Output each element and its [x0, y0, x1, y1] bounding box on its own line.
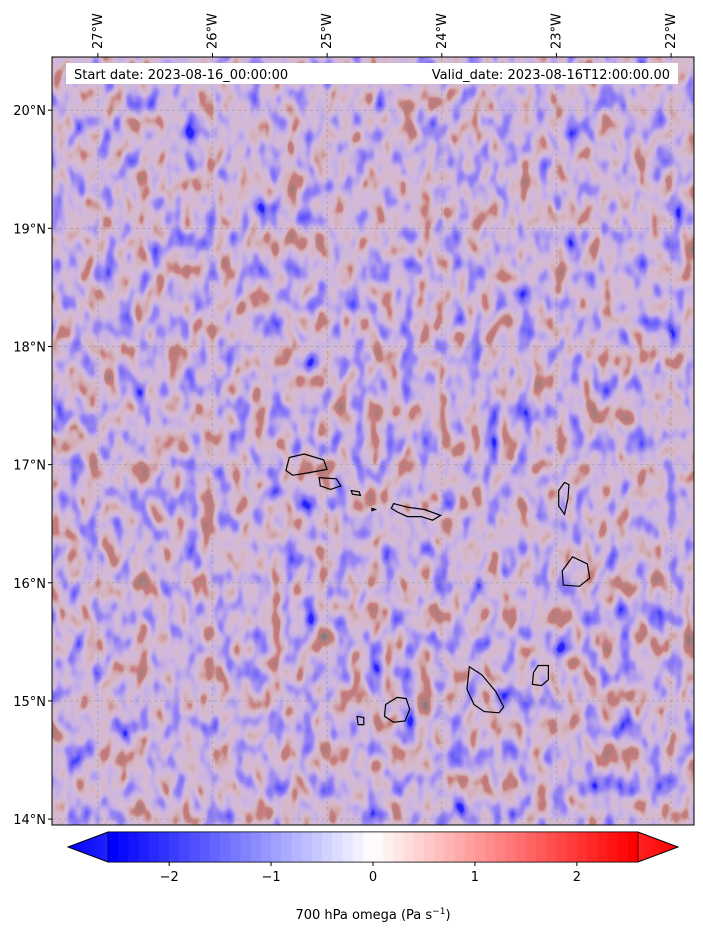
colorbar-step	[291, 832, 303, 862]
colorbar-step	[169, 832, 180, 862]
start-date-label: Start date: 2023-08-16_00:00:00	[74, 68, 288, 83]
colorbar-step	[403, 832, 415, 862]
colorbar-label: 700 hPa omega (Pa s−1)	[295, 907, 450, 923]
lon-tick-label: 23°W	[549, 13, 564, 49]
lon-tick-label: 27°W	[91, 13, 106, 49]
colorbar-step	[189, 832, 201, 862]
colorbar-step	[260, 832, 272, 862]
colorbar-step	[495, 832, 506, 862]
colorbar-step	[546, 832, 557, 862]
colorbar-step	[250, 832, 262, 862]
colorbar-tick-label: 0	[369, 870, 377, 885]
lon-tick-label: 26°W	[206, 13, 221, 49]
colorbar-step	[434, 832, 445, 862]
map-frame	[51, 56, 695, 826]
colorbar-step	[281, 832, 292, 862]
lat-tick-label: 18°N	[13, 340, 46, 355]
colorbar-step	[444, 832, 456, 862]
lat-tick-label: 20°N	[13, 104, 46, 119]
colorbar-step	[332, 832, 343, 862]
lon-tick-label: 22°W	[664, 13, 679, 49]
colorbar-step	[383, 832, 394, 862]
colorbar-step	[271, 832, 282, 862]
colorbar-step	[352, 832, 364, 862]
colorbar-step	[474, 832, 486, 862]
colorbar-step	[118, 832, 129, 862]
colorbar-tick-label: 1	[471, 870, 479, 885]
colorbar-step	[373, 832, 384, 862]
valid-date-label: Valid_date: 2023-08-16T12:00:00.00	[432, 68, 670, 83]
colorbar-step	[240, 832, 252, 862]
lat-tick-label: 15°N	[13, 695, 46, 710]
graticule	[52, 57, 694, 825]
colorbar-step	[485, 832, 496, 862]
colorbar: −2 −1 0 1 2 700 hPa omega (Pa s−1)	[66, 831, 680, 923]
colorbar-step	[322, 832, 333, 862]
colorbar-step	[576, 832, 588, 862]
map-area	[51, 56, 695, 826]
lon-tick-label: 25°W	[320, 13, 335, 49]
colorbar-step	[556, 832, 568, 862]
island-outline	[531, 664, 550, 687]
colorbar-step	[158, 832, 170, 862]
colorbar-tick-label: 2	[573, 870, 581, 885]
island-outline	[558, 481, 570, 516]
island-outline	[318, 476, 342, 491]
colorbar-steps	[107, 831, 639, 863]
lat-tick-label: 14°N	[13, 813, 46, 828]
colorbar-step	[311, 832, 323, 862]
colorbar-ticks: −2 −1 0 1 2	[160, 862, 581, 885]
island-outline	[285, 453, 328, 476]
lat-tick-label: 19°N	[13, 222, 46, 237]
colorbar-step	[362, 832, 374, 862]
colorbar-step	[525, 832, 537, 862]
colorbar-step	[597, 832, 608, 862]
longitude-axis: 27°W 26°W 25°W 24°W 23°W 22°W	[91, 13, 679, 57]
colorbar-step	[199, 832, 211, 862]
island-outline	[383, 696, 411, 723]
colorbar-tick-label: −1	[261, 870, 280, 885]
lat-tick-label: 16°N	[13, 577, 46, 592]
island-outline	[466, 665, 505, 714]
colorbar-step	[505, 832, 517, 862]
colorbar-step	[108, 832, 119, 862]
colorbar-step	[464, 832, 476, 862]
colorbar-step	[607, 832, 619, 862]
coastlines	[285, 453, 591, 726]
island-outline	[350, 489, 362, 497]
colorbar-step	[536, 832, 547, 862]
colorbar-step	[423, 832, 435, 862]
colorbar-step	[209, 832, 221, 862]
island-outline	[356, 715, 365, 726]
colorbar-step	[413, 832, 425, 862]
island-outline	[561, 556, 591, 587]
colorbar-step	[342, 832, 354, 862]
colorbar-step	[138, 832, 150, 862]
colorbar-step	[566, 832, 578, 862]
header-box: Start date: 2023-08-16_00:00:00 Valid_da…	[66, 63, 678, 84]
colorbar-step	[128, 832, 140, 862]
colorbar-step	[393, 832, 405, 862]
island-outline	[390, 502, 442, 521]
colorbar-step	[587, 832, 598, 862]
colorbar-step	[220, 832, 231, 862]
lon-tick-label: 24°W	[435, 13, 450, 49]
colorbar-step	[515, 832, 527, 862]
colorbar-step	[301, 832, 313, 862]
island-outline	[371, 507, 378, 512]
colorbar-step	[617, 832, 629, 862]
colorbar-tick-label: −2	[160, 870, 179, 885]
colorbar-step	[454, 832, 466, 862]
lat-tick-label: 17°N	[13, 459, 46, 474]
colorbar-step	[230, 832, 241, 862]
colorbar-step	[627, 832, 639, 862]
colorbar-step	[148, 832, 160, 862]
latitude-axis: 20°N 19°N 18°N 17°N 16°N 15°N 14°N	[13, 104, 52, 828]
colorbar-step	[179, 832, 191, 862]
omega-field	[52, 57, 694, 825]
